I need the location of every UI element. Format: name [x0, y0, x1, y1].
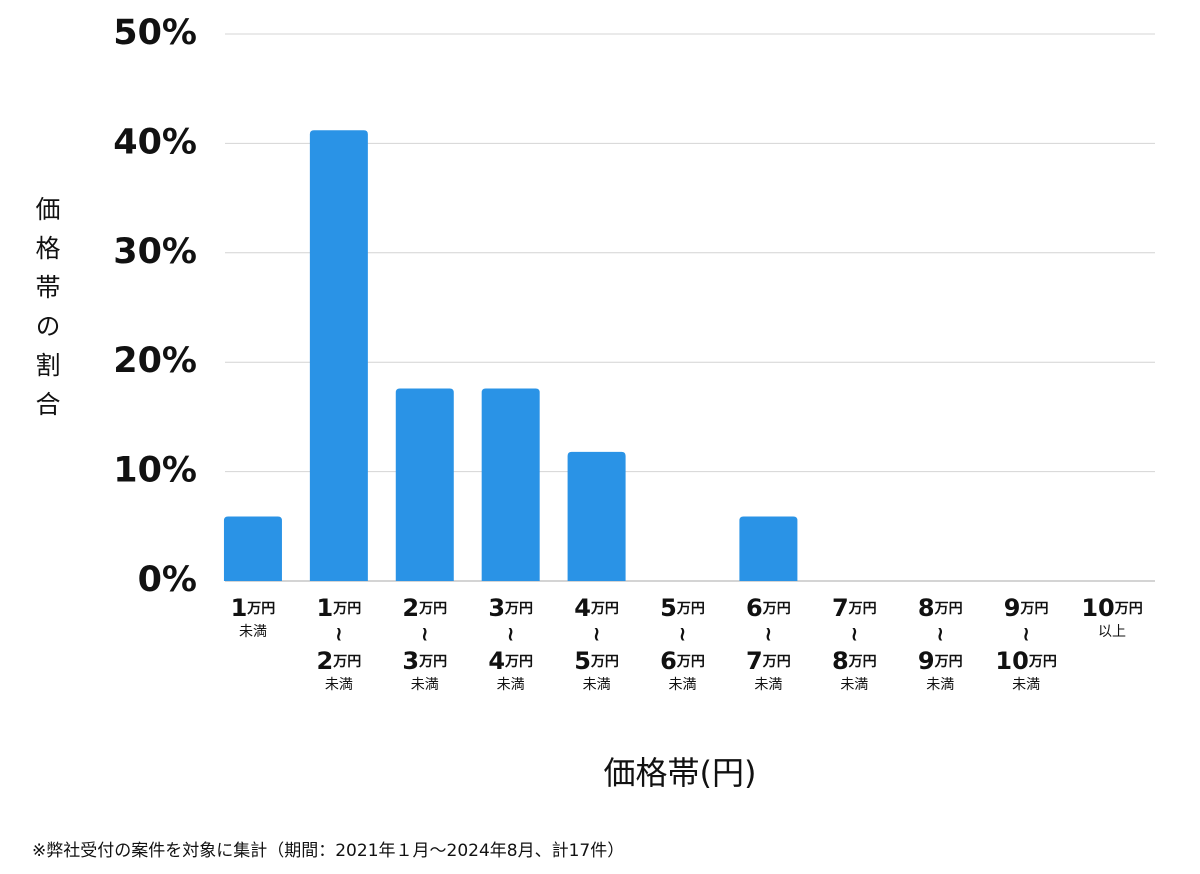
- x-tick-label: 3万円: [488, 594, 533, 622]
- x-tick-label: 9万円: [1004, 594, 1049, 622]
- x-tick-label: 未満: [754, 677, 782, 693]
- x-tick-label: 10万円: [1081, 594, 1142, 622]
- x-tick-label: 7万円: [746, 647, 791, 675]
- x-tick-label: 未満: [1012, 677, 1040, 693]
- bar: [223, 516, 282, 581]
- y-tick-label: 40%: [113, 122, 197, 162]
- x-tick-label: 未満: [583, 677, 611, 693]
- x-tick-label: 2万円: [402, 594, 447, 622]
- y-tick-label: 0%: [138, 560, 197, 600]
- x-tick-label: ≀: [679, 622, 687, 646]
- bar: [395, 388, 454, 581]
- x-tick-label: 7万円: [832, 594, 877, 622]
- x-tick-label: 以上: [1098, 624, 1126, 640]
- x-tick-label: ≀: [593, 622, 601, 646]
- x-tick-label: 未満: [497, 677, 525, 693]
- x-tick-label: 未満: [325, 677, 353, 693]
- x-tick-label: 4万円: [488, 647, 533, 675]
- x-tick-label: 9万円: [918, 647, 963, 675]
- x-tick-label: 8万円: [918, 594, 963, 622]
- x-tick-label: 1万円: [231, 594, 276, 622]
- x-tick-label: 未満: [239, 624, 267, 640]
- bar: [481, 388, 540, 581]
- x-tick-label: 3万円: [402, 647, 447, 675]
- x-tick-label: 6万円: [660, 647, 705, 675]
- y-tick-label: 30%: [113, 232, 197, 272]
- bar: [739, 516, 798, 581]
- y-axis-title: 価格帯の割合: [32, 196, 61, 430]
- x-tick-label: ≀: [1022, 622, 1030, 646]
- bar: [567, 451, 626, 581]
- x-tick-label: 5万円: [574, 647, 619, 675]
- x-tick-label: 5万円: [660, 594, 705, 622]
- x-tick-label: 8万円: [832, 647, 877, 675]
- x-tick-label: 未満: [411, 677, 439, 693]
- x-tick-label: 未満: [669, 677, 697, 693]
- x-tick-label: ≀: [936, 622, 944, 646]
- x-tick-label: ≀: [765, 622, 773, 646]
- y-tick-label: 10%: [113, 451, 197, 491]
- x-tick-label: ≀: [421, 622, 429, 646]
- x-tick-label: 未満: [926, 677, 954, 693]
- x-tick-label: 4万円: [574, 594, 619, 622]
- x-tick-label: ≀: [851, 622, 859, 646]
- y-tick-label: 50%: [113, 13, 197, 53]
- x-tick-label: ≀: [335, 622, 343, 646]
- x-tick-label: ≀: [507, 622, 515, 646]
- x-tick-label: 2万円: [317, 647, 362, 675]
- x-tick-label: 1万円: [317, 594, 362, 622]
- bar: [309, 130, 368, 581]
- x-tick-label: 未満: [840, 677, 868, 693]
- y-tick-label: 20%: [113, 341, 197, 381]
- x-tick-label: 10万円: [995, 647, 1056, 675]
- footnote: ※弊社受付の案件を対象に集計（期間：2021年１月〜2024年8月、計17件）: [32, 841, 624, 861]
- x-axis-title: 価格帯(円): [604, 754, 757, 792]
- x-tick-label: 6万円: [746, 594, 791, 622]
